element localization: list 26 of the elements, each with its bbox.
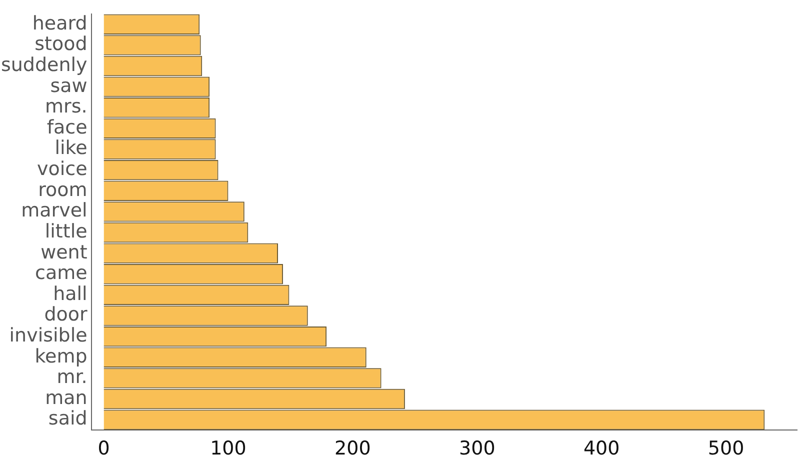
y-tick-label: suddenly (0, 54, 88, 76)
y-tick-label: said (48, 408, 88, 430)
x-tick-label: 500 (708, 438, 744, 460)
x-tick-label: 100 (210, 438, 246, 460)
y-tick-label: man (45, 386, 88, 409)
y-tick-label: room (38, 178, 88, 201)
y-tick-label: kemp (34, 345, 88, 368)
y-tick-label: mr. (56, 366, 88, 388)
x-tick-label: 200 (334, 438, 371, 460)
y-tick-label: little (44, 220, 88, 242)
y-tick-label: door (44, 304, 88, 326)
y-tick-label: face (46, 116, 88, 138)
x-tick-label: 0 (98, 438, 110, 460)
y-tick-label: went (40, 241, 88, 264)
y-tick-label: hall (53, 282, 88, 305)
y-tick-label: mrs. (45, 96, 88, 118)
y-tick-label: heard (32, 12, 88, 34)
x-tick-label: 400 (583, 438, 620, 460)
y-tick-label: voice (37, 158, 88, 180)
y-tick-label: marvel (21, 200, 88, 222)
x-tick-label: 300 (459, 438, 496, 460)
y-tick-label: came (35, 262, 88, 284)
y-tick-label: invisible (9, 324, 88, 346)
y-tick-label: stood (34, 33, 88, 56)
y-tick-label: saw (50, 74, 88, 97)
y-tick-label: like (54, 137, 88, 160)
